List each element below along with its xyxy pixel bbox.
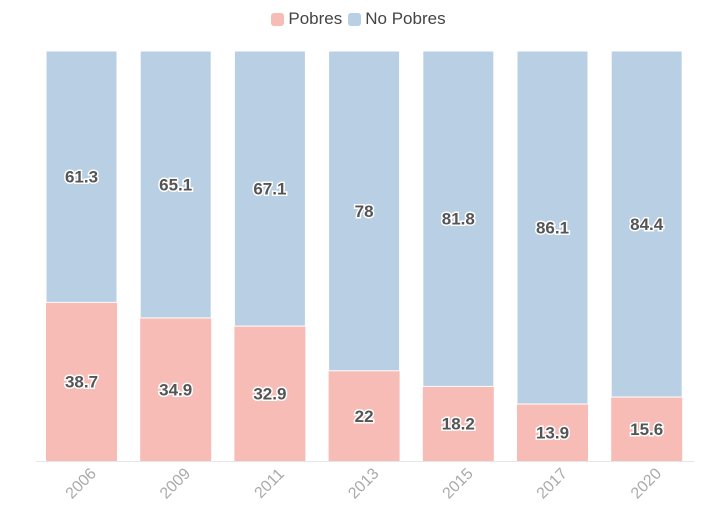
data-label-no-pobres-2017: 86.1 (536, 219, 569, 238)
bar-no-pobres-2017[interactable] (516, 50, 589, 405)
x-tick-label-2020: 2020 (628, 465, 665, 502)
legend-item-pobres[interactable]: Pobres (271, 9, 342, 29)
x-tick-label-2017: 2017 (534, 465, 571, 502)
x-tick-label-2011: 2011 (252, 466, 288, 502)
legend-swatch-no-pobres (348, 12, 362, 26)
x-tick-label-2009: 2009 (157, 465, 194, 502)
data-label-no-pobres-2020: 84.4 (630, 215, 664, 234)
bar-no-pobres-2013[interactable] (328, 50, 401, 372)
data-label-pobres-2015: 18.2 (442, 415, 475, 434)
data-label-no-pobres-2013: 78 (355, 202, 374, 221)
bar-pobres-2017[interactable] (517, 404, 588, 461)
data-label-pobres-2009: 34.9 (159, 380, 192, 399)
bar-pobres-2015[interactable] (422, 386, 494, 461)
x-tick-label-2015: 2015 (440, 465, 477, 502)
data-label-pobres-2011: 32.9 (253, 385, 286, 404)
legend-label-pobres: Pobres (288, 9, 343, 28)
data-label-pobres-2013: 22 (355, 407, 374, 426)
bar-no-pobres-2020[interactable] (610, 50, 683, 398)
legend-label-no-pobres: No Pobres (365, 9, 446, 28)
bar-no-pobres-2015[interactable] (422, 50, 495, 387)
data-label-no-pobres-2015: 81.8 (442, 210, 475, 229)
data-label-pobres-2020: 15.6 (630, 420, 663, 439)
bar-no-pobres-2011[interactable] (233, 50, 306, 327)
data-label-pobres-2006: 38.7 (65, 373, 98, 392)
legend-swatch-pobres (271, 12, 285, 26)
data-label-no-pobres-2011: 67.1 (253, 180, 286, 199)
bar-no-pobres-2009[interactable] (139, 50, 212, 319)
legend-item-no-pobres[interactable]: No Pobres (348, 9, 446, 29)
data-label-pobres-2017: 13.9 (536, 424, 569, 443)
bar-pobres-2009[interactable] (140, 317, 212, 461)
x-tick-label-2006: 2006 (63, 465, 100, 502)
bar-pobres-2006[interactable] (46, 302, 117, 461)
bar-pobres-2013[interactable] (328, 370, 400, 461)
data-label-no-pobres-2006: 61.3 (65, 168, 98, 187)
bar-pobres-2011[interactable] (234, 326, 306, 461)
bar-pobres-2020[interactable] (611, 397, 683, 461)
data-label-no-pobres-2009: 65.1 (159, 175, 192, 194)
bar-no-pobres-2006[interactable] (45, 50, 118, 303)
x-tick-label-2013: 2013 (345, 465, 382, 502)
legend: Pobres No Pobres (0, 9, 717, 29)
